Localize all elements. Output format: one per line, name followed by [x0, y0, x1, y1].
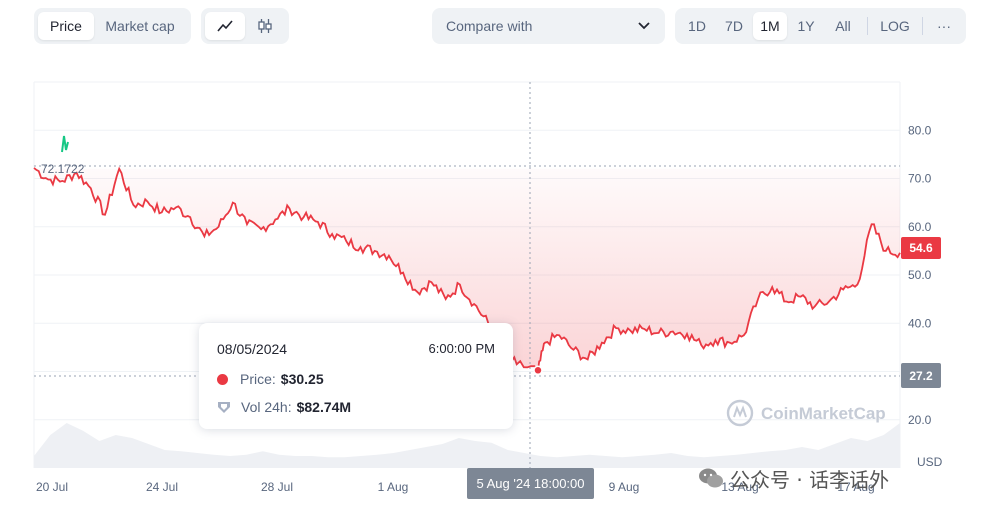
- wechat-overlay-text: 公众号 · 话李话外: [730, 467, 890, 492]
- volume-area: [34, 423, 900, 468]
- range-1m-button[interactable]: 1M: [753, 12, 787, 40]
- range-selector: 1D 7D 1M 1Y All LOG ···: [675, 8, 966, 44]
- reference-high-label: 72.1722: [41, 162, 85, 176]
- volume-shield-icon: [218, 402, 230, 413]
- green-start-segment: [61, 135, 69, 153]
- tooltip-volume-value: $82.74M: [296, 399, 352, 415]
- tooltip-volume-label: Vol 24h:: [241, 399, 292, 415]
- x-tick-label: 28 Jul: [261, 480, 293, 494]
- hover-point: [533, 365, 543, 376]
- range-divider: [922, 17, 923, 35]
- more-options-button[interactable]: ···: [937, 18, 951, 34]
- range-all-button[interactable]: All: [835, 18, 851, 34]
- current-price-tag: 54.6: [901, 237, 941, 259]
- crosshair-date-label: 5 Aug '24 18:00:00: [467, 468, 594, 499]
- compare-dropdown[interactable]: Compare with: [432, 8, 665, 44]
- range-7d-button[interactable]: 7D: [725, 18, 743, 34]
- x-tick-label: 24 Jul: [146, 480, 178, 494]
- y-tick-label: 70.0: [908, 172, 932, 186]
- line-chart-icon[interactable]: [205, 12, 245, 40]
- x-tick-label: 9 Aug: [609, 480, 640, 494]
- price-dot-icon: [217, 373, 228, 385]
- log-scale-button[interactable]: LOG: [880, 18, 910, 34]
- chevron-down-icon: [638, 22, 650, 30]
- price-line: [33, 166, 901, 373]
- tooltip-time: 6:00:00 PM: [428, 341, 496, 356]
- x-tick-label: 13 Aug: [721, 480, 758, 494]
- metric-toggle: Price Market cap: [34, 8, 191, 44]
- chart-type-toggle: [201, 8, 289, 44]
- y-tick-label: 20.0: [908, 413, 932, 427]
- wechat-icon: [699, 468, 723, 488]
- y-tick-label: 50.0: [908, 268, 932, 282]
- tooltip-price-row: Price: $30.25: [217, 365, 495, 393]
- range-divider: [867, 17, 868, 35]
- period-low-tag: 27.2: [901, 363, 941, 388]
- tooltip-volume-row: Vol 24h: $82.74M: [217, 393, 495, 421]
- x-tick-label: 1 Aug: [378, 480, 409, 494]
- x-axis: 20 Jul 24 Jul 28 Jul 1 Aug 9 Aug 13 Aug 17 Aug: [36, 480, 875, 494]
- compare-label: Compare with: [446, 18, 533, 34]
- price-tab[interactable]: Price: [38, 12, 94, 40]
- chart-tooltip: 08/05/2024 6:00:00 PM Price: $30.25 Vol …: [199, 323, 513, 429]
- y-unit-label: USD: [917, 455, 943, 469]
- range-1d-button[interactable]: 1D: [688, 18, 706, 34]
- range-1y-button[interactable]: 1Y: [797, 18, 815, 34]
- x-tick-label: 17 Aug: [837, 480, 874, 494]
- x-tick-label: 20 Jul: [36, 480, 68, 494]
- tooltip-price-value: $30.25: [280, 371, 324, 387]
- tooltip-price-label: Price:: [240, 371, 276, 387]
- market-cap-tab[interactable]: Market cap: [105, 18, 175, 34]
- coinmarketcap-logo-icon: [726, 399, 754, 427]
- volume-area-shape: [34, 423, 900, 468]
- candlestick-icon[interactable]: [245, 12, 285, 40]
- tooltip-date: 08/05/2024: [217, 341, 288, 357]
- wechat-overlay: 公众号 · 话李话外: [698, 463, 889, 493]
- y-tick-label: 80.0: [908, 123, 932, 137]
- y-tick-label: 40.0: [908, 316, 932, 330]
- y-tick-label: 60.0: [908, 220, 932, 234]
- watermark: CoinMarketCap: [761, 404, 886, 423]
- price-area-fill: [34, 167, 900, 371]
